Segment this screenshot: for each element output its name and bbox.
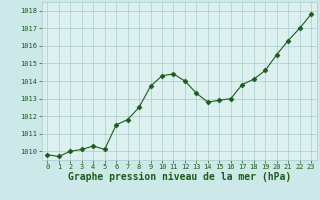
X-axis label: Graphe pression niveau de la mer (hPa): Graphe pression niveau de la mer (hPa) xyxy=(68,172,291,182)
